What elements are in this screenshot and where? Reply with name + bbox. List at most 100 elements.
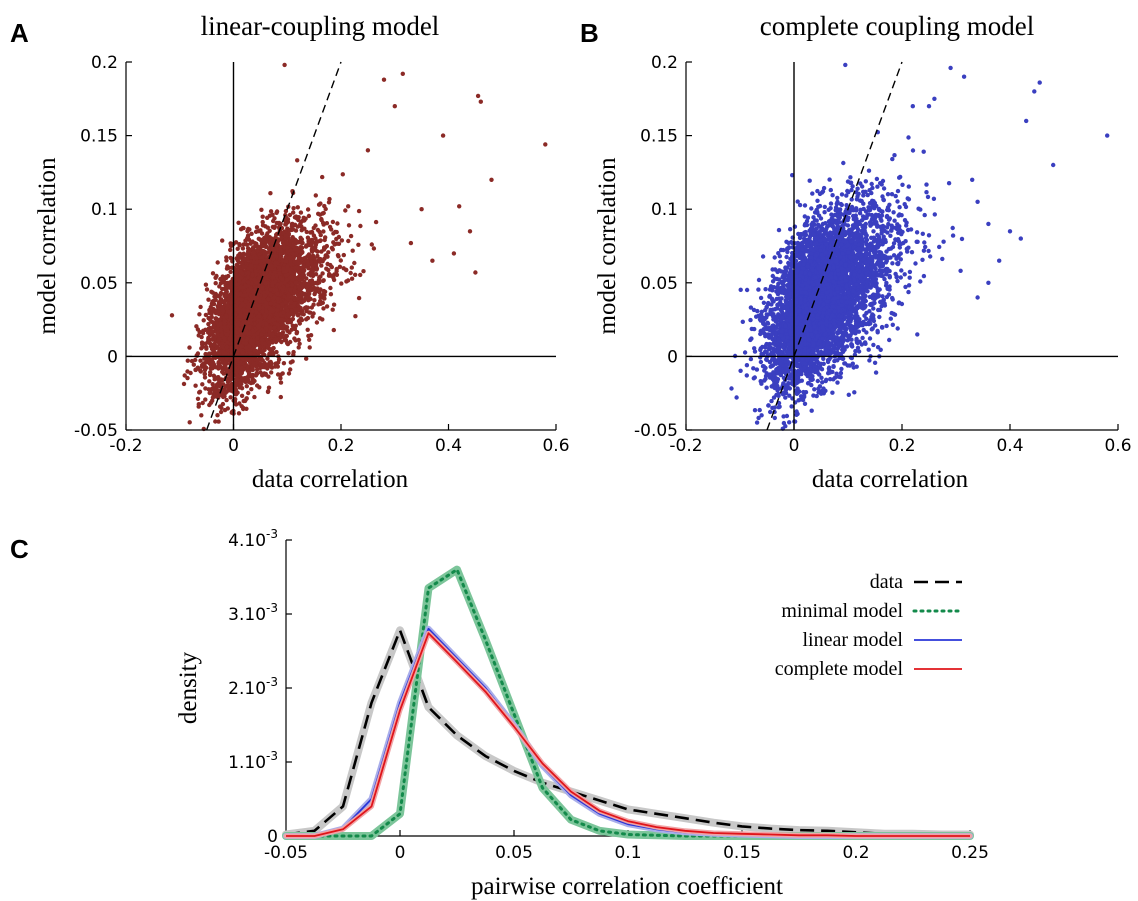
panel-a-point [185, 358, 190, 363]
panel-a-point [260, 219, 265, 225]
panel-a-point [258, 237, 263, 243]
panel-a-point [318, 298, 323, 304]
panel-a-point [218, 321, 223, 326]
panel-a-point [310, 270, 315, 275]
panel-a-point [323, 206, 328, 212]
panel-a-point [241, 406, 246, 412]
panel-a-point [228, 387, 233, 392]
panel-a-point [373, 219, 379, 225]
panel-a-point [181, 381, 187, 387]
panel-a-point [259, 255, 265, 260]
panel-a-point [344, 267, 349, 273]
panel-a-point [371, 246, 377, 251]
panel-a-point [302, 226, 307, 231]
panel-a-point [319, 217, 324, 223]
panel-a-point [187, 345, 192, 350]
panel-a-point [250, 365, 255, 371]
panel-a-point [320, 174, 325, 180]
panel-a-point [293, 323, 298, 328]
panel-a-point [221, 390, 227, 395]
panel-a-point [235, 258, 240, 263]
panel-a-point [288, 238, 293, 243]
panel-a-point [268, 263, 273, 268]
panel-a-point [307, 337, 312, 342]
panel-a-point [361, 269, 366, 274]
panel-a-point [224, 356, 229, 361]
panel-a-point [292, 336, 297, 341]
panel-a-point [279, 317, 284, 322]
panel-a-point [358, 272, 363, 278]
panel-a-point [274, 312, 279, 317]
panel-a-title: linear-coupling model [201, 11, 440, 41]
panel-a-point [235, 377, 240, 382]
panel-a-point [240, 271, 245, 276]
panel-a-point [264, 235, 270, 241]
panel-a-point [169, 313, 175, 318]
panel-a-point [227, 309, 232, 315]
panel-a-point [328, 292, 334, 297]
panel-a-point [218, 281, 224, 286]
panel-a-point [198, 369, 203, 374]
panel-a-point [303, 244, 309, 249]
panel-a-point [346, 223, 352, 228]
panel-a-point [273, 337, 278, 342]
panel-a-point [324, 304, 330, 309]
panel-a-point [206, 330, 211, 335]
panel-a-point [197, 390, 202, 395]
panel-a-point [317, 212, 323, 217]
panel-a-point [313, 242, 319, 247]
panel-a-point [274, 209, 280, 214]
panel-a-point [226, 265, 231, 270]
panel-a-point [260, 214, 265, 219]
panel-a-point [213, 419, 218, 424]
panel-a-point [330, 247, 335, 252]
panel-a-point [259, 207, 264, 212]
panel-a-point [338, 258, 343, 263]
panel-a-point [236, 220, 241, 225]
panel-a-point [284, 246, 290, 251]
panel-a-point [286, 351, 291, 356]
panel-a-point [198, 358, 203, 363]
panel-a-point [353, 272, 358, 277]
panel-a-point [321, 288, 327, 294]
panel-a-point [194, 324, 199, 329]
panel-a-point [198, 304, 203, 310]
panel-a-point [254, 357, 260, 362]
panel-a-point [260, 264, 265, 269]
panel-a-point [304, 356, 309, 361]
panel-a-point [241, 285, 246, 290]
panel-a-point [209, 329, 215, 335]
panel-a-point [288, 274, 294, 280]
panel-a-point [287, 227, 292, 233]
panel-a-point [241, 242, 246, 247]
panel-a-point [327, 196, 332, 202]
panel-a-point [356, 208, 362, 214]
panel-a-point [212, 389, 218, 394]
panel-a-point [209, 387, 214, 392]
panel-a-point [306, 213, 312, 219]
panel-a-point [210, 361, 215, 366]
panel-a-point [220, 305, 225, 310]
panel-a-point [220, 378, 225, 383]
panel-a-point [203, 282, 209, 287]
panel-a-point [209, 346, 215, 352]
panel-a-point [189, 358, 195, 364]
panel-a-point [306, 238, 312, 243]
panel-a-point [268, 191, 273, 196]
panel-a-point [298, 316, 304, 321]
panel-a-point [286, 371, 292, 376]
panel-a-point [220, 238, 225, 243]
panel-a-point [312, 291, 317, 297]
panel-a-point [201, 318, 206, 323]
panel-a-point [255, 323, 261, 329]
panel-a-point [236, 411, 242, 416]
panel-a-point [226, 284, 231, 290]
panel-a: A linear-coupling model -0.2 0 0.2 0.4 0.6-0… [10, 11, 570, 493]
panel-a-point [316, 302, 321, 307]
panel-a-point [204, 287, 210, 292]
panel-a-point [210, 366, 215, 371]
panel-a-point [240, 246, 246, 251]
panel-a-point [275, 322, 280, 327]
panel-a-point [203, 386, 208, 391]
panel-a-point [252, 348, 257, 353]
